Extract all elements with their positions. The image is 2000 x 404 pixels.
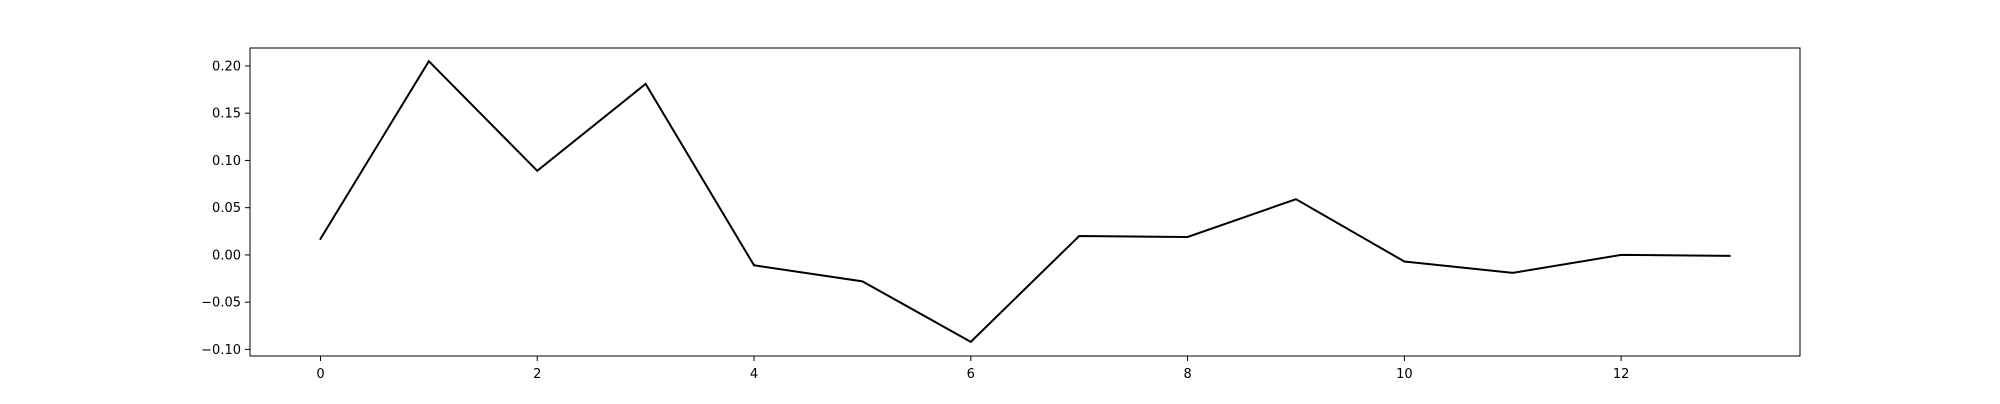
data-point-13 <box>1728 254 1732 258</box>
data-point-5 <box>860 279 864 283</box>
data-point-7 <box>1077 234 1081 238</box>
data-point-0 <box>318 237 322 241</box>
y-tick-label: 0.20 <box>212 59 241 74</box>
data-point-12 <box>1619 253 1623 257</box>
x-tick-label: 2 <box>533 367 541 382</box>
data-points <box>318 59 1731 344</box>
y-tick-label: 0.15 <box>212 107 241 122</box>
series-line <box>319 59 1731 344</box>
data-point-8 <box>1186 235 1190 239</box>
data-point-6 <box>969 340 973 344</box>
data-point-1 <box>427 59 431 63</box>
data-point-2 <box>535 169 539 173</box>
x-tick-label: 6 <box>967 367 975 382</box>
y-tick-label: 0.00 <box>212 248 241 263</box>
y-axis: 0.20 0.15 0.10 0.05 0.00 −0.05 −0.10 <box>201 59 250 358</box>
x-tick-label: 0 <box>316 367 324 382</box>
y-tick-label: 0.05 <box>212 201 241 216</box>
y-tick-label: −0.10 <box>201 343 241 358</box>
data-point-3 <box>644 82 648 86</box>
x-tick-label: 4 <box>750 367 758 382</box>
x-tick-label: 12 <box>1613 367 1630 382</box>
y-tick-label: −0.05 <box>201 296 241 311</box>
data-point-9 <box>1294 197 1298 201</box>
plot-area <box>249 47 1801 357</box>
data-point-4 <box>752 263 756 267</box>
y-tick-label: 0.10 <box>212 154 241 169</box>
x-axis: 0 2 4 6 8 10 12 <box>316 356 1629 382</box>
data-point-10 <box>1402 260 1406 264</box>
data-point-11 <box>1511 271 1515 275</box>
x-tick-label: 10 <box>1396 367 1413 382</box>
x-tick-label: 8 <box>1183 367 1191 382</box>
